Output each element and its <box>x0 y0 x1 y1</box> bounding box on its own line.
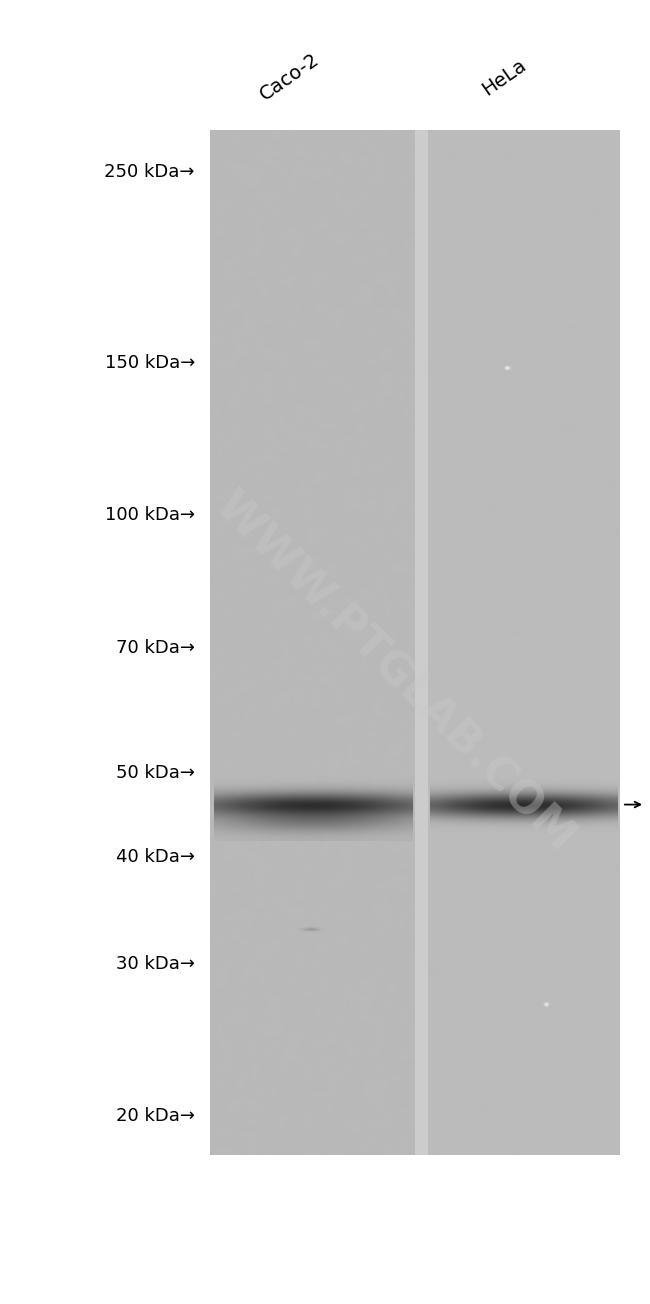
Text: WWW.PTGLAB.COM: WWW.PTGLAB.COM <box>207 484 583 861</box>
Text: 20 kDa→: 20 kDa→ <box>116 1107 195 1124</box>
Text: 30 kDa→: 30 kDa→ <box>116 956 195 973</box>
Text: 70 kDa→: 70 kDa→ <box>116 639 195 657</box>
Text: 150 kDa→: 150 kDa→ <box>105 355 195 372</box>
Text: 250 kDa→: 250 kDa→ <box>105 163 195 181</box>
Text: 100 kDa→: 100 kDa→ <box>105 506 195 523</box>
Text: 50 kDa→: 50 kDa→ <box>116 764 195 782</box>
Text: HeLa: HeLa <box>479 55 530 99</box>
Text: 40 kDa→: 40 kDa→ <box>116 848 195 866</box>
Text: Caco-2: Caco-2 <box>256 50 323 104</box>
